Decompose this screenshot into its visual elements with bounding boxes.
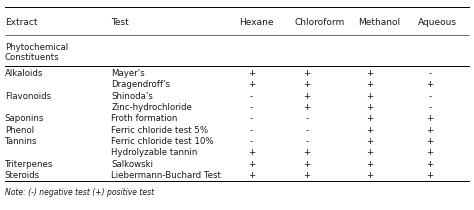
Text: +: + — [426, 160, 434, 169]
Text: -: - — [250, 103, 253, 112]
Text: +: + — [247, 171, 255, 180]
Text: Zinc-hydrochloride: Zinc-hydrochloride — [111, 103, 192, 112]
Text: Constituents: Constituents — [5, 53, 59, 62]
Text: +: + — [366, 114, 374, 123]
Text: -: - — [305, 114, 308, 123]
Text: Ferric chloride test 10%: Ferric chloride test 10% — [111, 137, 214, 146]
Text: -: - — [250, 126, 253, 135]
Text: Shinoda's: Shinoda's — [111, 92, 153, 101]
Text: Alkaloids: Alkaloids — [5, 69, 43, 78]
Text: +: + — [366, 92, 374, 101]
Text: +: + — [426, 171, 434, 180]
Text: Liebermann-Buchard Test: Liebermann-Buchard Test — [111, 171, 221, 180]
Text: Ferric chloride test 5%: Ferric chloride test 5% — [111, 126, 209, 135]
Text: Mayer's: Mayer's — [111, 69, 145, 78]
Text: +: + — [426, 148, 434, 158]
Text: +: + — [366, 80, 374, 89]
Text: +: + — [247, 80, 255, 89]
Text: +: + — [366, 171, 374, 180]
Text: +: + — [247, 148, 255, 158]
Text: +: + — [303, 103, 310, 112]
Text: Hydrolyzable tannin: Hydrolyzable tannin — [111, 148, 198, 158]
Text: Tannins: Tannins — [5, 137, 37, 146]
Text: Extract: Extract — [5, 18, 37, 26]
Text: +: + — [303, 171, 310, 180]
Text: -: - — [305, 137, 308, 146]
Text: Test: Test — [111, 18, 129, 26]
Text: +: + — [426, 126, 434, 135]
Text: Methanol: Methanol — [358, 18, 400, 26]
Text: +: + — [247, 160, 255, 169]
Text: Phytochemical: Phytochemical — [5, 43, 68, 52]
Text: Note: (-) negative test (+) positive test: Note: (-) negative test (+) positive tes… — [5, 188, 154, 197]
Text: +: + — [426, 137, 434, 146]
Text: +: + — [303, 160, 310, 169]
Text: -: - — [250, 137, 253, 146]
Text: +: + — [303, 80, 310, 89]
Text: +: + — [366, 137, 374, 146]
Text: Flavonoids: Flavonoids — [5, 92, 51, 101]
Text: -: - — [305, 126, 308, 135]
Text: Phenol: Phenol — [5, 126, 34, 135]
Text: +: + — [366, 126, 374, 135]
Text: +: + — [426, 114, 434, 123]
Text: Salkowski: Salkowski — [111, 160, 154, 169]
Text: +: + — [366, 160, 374, 169]
Text: +: + — [303, 92, 310, 101]
Text: +: + — [303, 69, 310, 78]
Text: +: + — [247, 69, 255, 78]
Text: +: + — [366, 69, 374, 78]
Text: -: - — [428, 69, 431, 78]
Text: Triterpenes: Triterpenes — [5, 160, 53, 169]
Text: +: + — [366, 103, 374, 112]
Text: Saponins: Saponins — [5, 114, 44, 123]
Text: -: - — [428, 103, 431, 112]
Text: +: + — [303, 148, 310, 158]
Text: Hexane: Hexane — [239, 18, 274, 26]
Text: -: - — [250, 92, 253, 101]
Text: +: + — [426, 80, 434, 89]
Text: Chloroform: Chloroform — [295, 18, 345, 26]
Text: Froth formation: Froth formation — [111, 114, 178, 123]
Text: -: - — [428, 92, 431, 101]
Text: Aqueous: Aqueous — [418, 18, 457, 26]
Text: Steroids: Steroids — [5, 171, 40, 180]
Text: +: + — [366, 148, 374, 158]
Text: Dragendroff's: Dragendroff's — [111, 80, 170, 89]
Text: -: - — [250, 114, 253, 123]
